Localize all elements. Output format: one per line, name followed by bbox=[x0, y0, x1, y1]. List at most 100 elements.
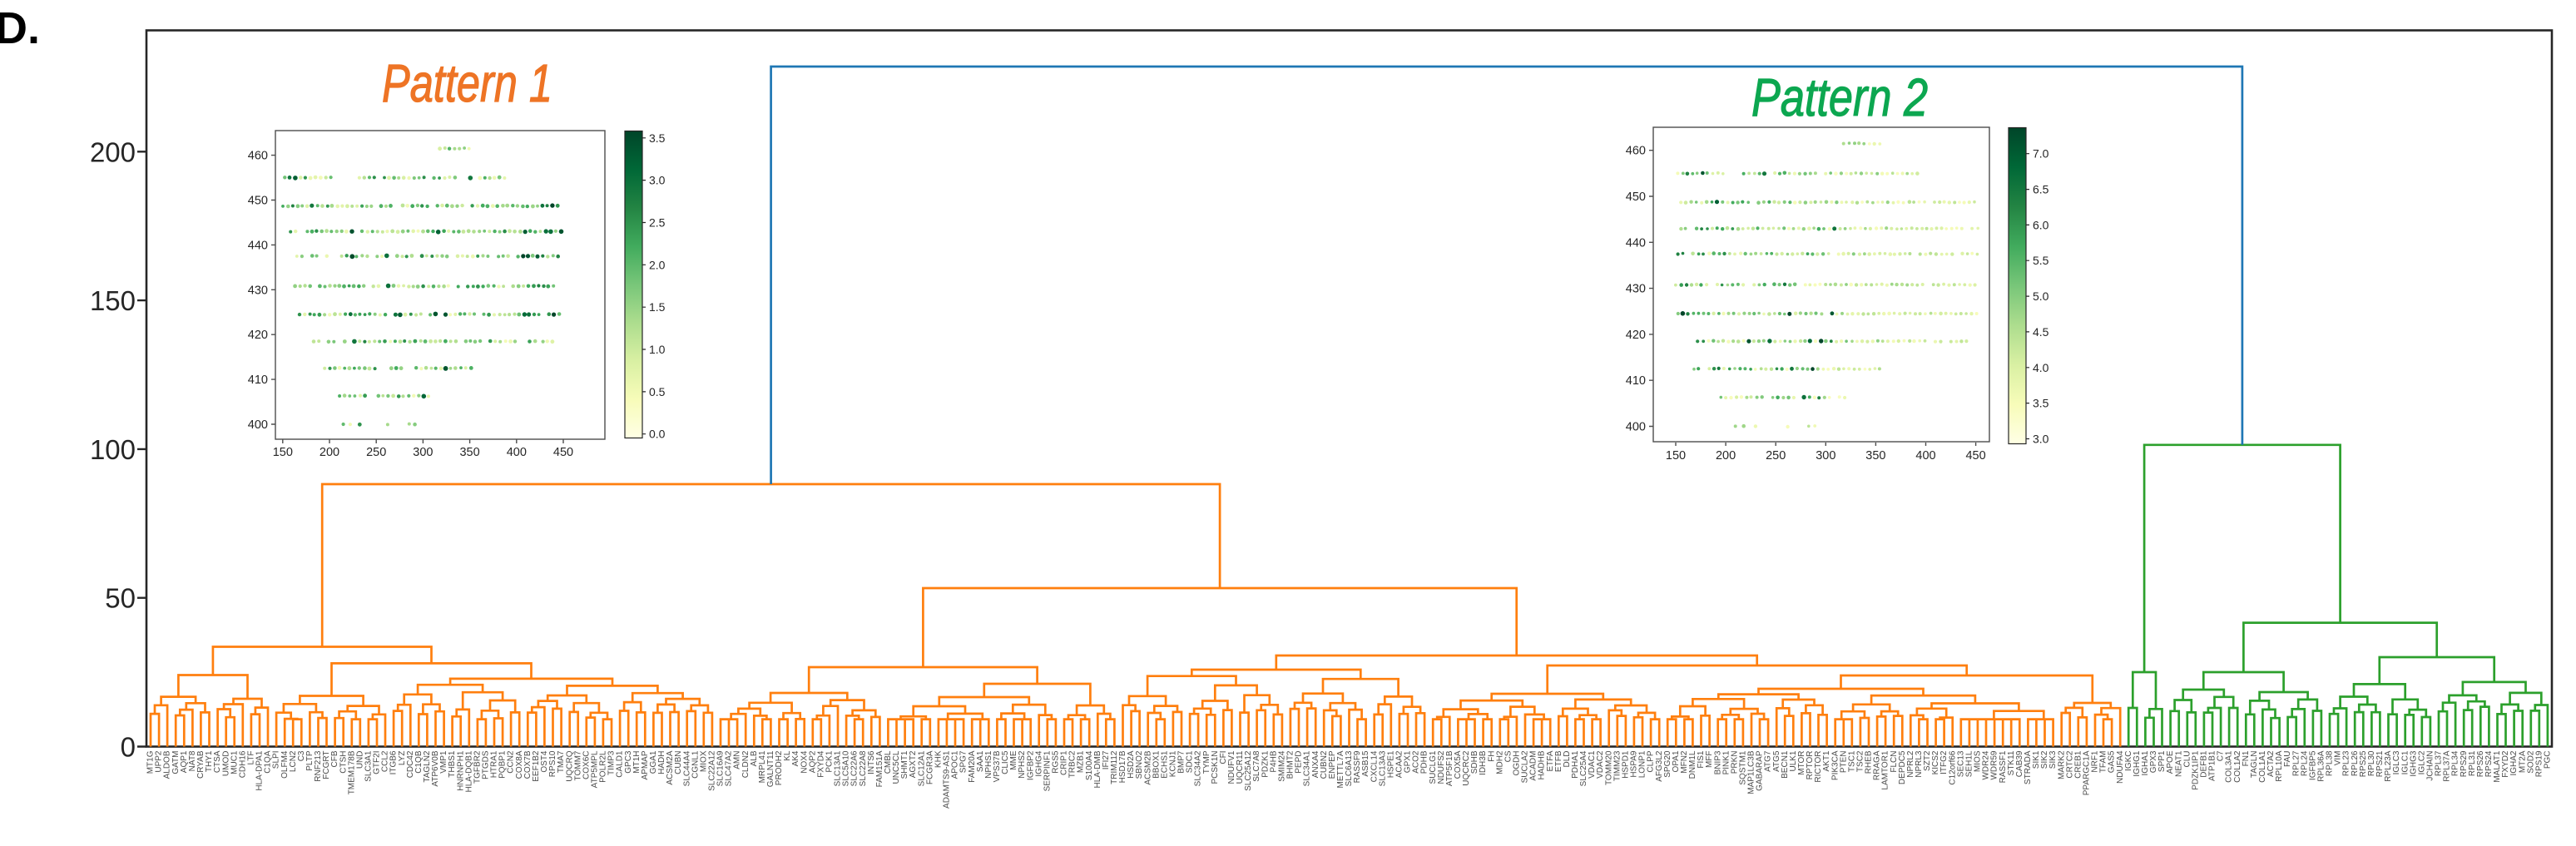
svg-text:AQP2: AQP2 bbox=[808, 750, 817, 773]
svg-text:D.: D. bbox=[0, 3, 40, 53]
svg-text:COL3A1: COL3A1 bbox=[2225, 750, 2234, 783]
svg-text:410: 410 bbox=[248, 374, 268, 387]
svg-text:RHEB: RHEB bbox=[1865, 750, 1874, 774]
svg-text:LYZ: LYZ bbox=[398, 751, 407, 766]
svg-text:ITFG2: ITFG2 bbox=[1939, 750, 1949, 774]
svg-text:SLC22A12: SLC22A12 bbox=[708, 750, 717, 791]
svg-text:PRKN: PRKN bbox=[1730, 751, 1739, 774]
svg-text:NPHS2: NPHS2 bbox=[1018, 750, 1027, 779]
svg-text:APOC1: APOC1 bbox=[951, 750, 960, 779]
svg-text:RPS21: RPS21 bbox=[2375, 750, 2385, 777]
svg-text:KCNJ1: KCNJ1 bbox=[1169, 750, 1178, 777]
svg-text:THY1: THY1 bbox=[205, 750, 214, 772]
svg-text:FAU: FAU bbox=[2283, 751, 2292, 767]
svg-text:CLDN2: CLDN2 bbox=[741, 750, 751, 778]
svg-text:ATG7: ATG7 bbox=[1764, 750, 1773, 772]
svg-text:CRIP1: CRIP1 bbox=[1060, 750, 1069, 775]
svg-text:450: 450 bbox=[248, 195, 268, 208]
svg-text:BMP7: BMP7 bbox=[1177, 750, 1186, 774]
svg-text:RPS26: RPS26 bbox=[2476, 750, 2485, 777]
svg-text:IGLC1: IGLC1 bbox=[2400, 750, 2410, 774]
svg-text:GGA1: GGA1 bbox=[649, 750, 658, 774]
svg-text:OST4: OST4 bbox=[540, 750, 549, 773]
svg-text:CGNL1: CGNL1 bbox=[691, 750, 700, 779]
svg-text:6.0: 6.0 bbox=[2033, 218, 2049, 231]
svg-text:SLC34A2: SLC34A2 bbox=[1194, 750, 1203, 786]
svg-text:400: 400 bbox=[248, 418, 268, 432]
svg-text:TAGLN2: TAGLN2 bbox=[423, 750, 432, 783]
svg-text:TIMM23: TIMM23 bbox=[1612, 750, 1622, 781]
svg-text:RPL36A: RPL36A bbox=[2317, 750, 2326, 782]
svg-text:RPL24: RPL24 bbox=[2300, 750, 2309, 776]
svg-text:IGHA2: IGHA2 bbox=[2509, 750, 2519, 775]
svg-text:PLTP: PLTP bbox=[305, 750, 315, 771]
svg-text:UNC5CL: UNC5CL bbox=[892, 750, 901, 784]
svg-text:RPL37: RPL37 bbox=[2435, 750, 2444, 776]
svg-text:PDHB: PDHB bbox=[1420, 750, 1429, 774]
svg-text:METTL7A: METTL7A bbox=[1336, 750, 1345, 788]
svg-text:RPL38: RPL38 bbox=[2326, 750, 2335, 776]
svg-text:LCN2: LCN2 bbox=[289, 750, 298, 772]
svg-text:450: 450 bbox=[1965, 449, 1985, 463]
svg-text:CLPP: CLPP bbox=[1647, 750, 1656, 772]
svg-text:ACSM2A: ACSM2A bbox=[666, 750, 675, 784]
svg-text:BBOX1: BBOX1 bbox=[1152, 750, 1161, 779]
svg-text:DNM1L: DNM1L bbox=[1688, 750, 1697, 779]
svg-text:PCSK1N: PCSK1N bbox=[1211, 751, 1220, 784]
svg-text:UQCRC2: UQCRC2 bbox=[1462, 750, 1471, 786]
svg-text:VIM: VIM bbox=[2334, 751, 2343, 766]
svg-text:HADHB: HADHB bbox=[1538, 750, 1547, 779]
svg-text:SEH1L: SEH1L bbox=[1965, 750, 1974, 777]
svg-text:0.5: 0.5 bbox=[649, 385, 666, 398]
svg-text:MRPL41: MRPL41 bbox=[758, 750, 767, 783]
svg-text:3.5: 3.5 bbox=[2033, 397, 2049, 410]
svg-text:ANXA4: ANXA4 bbox=[1311, 750, 1320, 778]
svg-text:NEAT1: NEAT1 bbox=[2174, 750, 2183, 777]
svg-text:AFG3L2: AFG3L2 bbox=[1655, 750, 1664, 782]
svg-text:MFN2: MFN2 bbox=[1680, 750, 1689, 774]
svg-text:PQBP1: PQBP1 bbox=[498, 750, 508, 779]
svg-text:CFB: CFB bbox=[330, 750, 339, 767]
svg-text:THBS1: THBS1 bbox=[448, 750, 457, 778]
svg-text:ATP6V0B: ATP6V0B bbox=[431, 750, 440, 786]
svg-text:VDAC1: VDAC1 bbox=[1588, 750, 1597, 779]
svg-text:SLC6A13: SLC6A13 bbox=[1345, 750, 1354, 786]
svg-text:GAS5: GAS5 bbox=[2108, 750, 2117, 773]
svg-text:DLD: DLD bbox=[1563, 751, 1572, 768]
svg-text:NDUFS2: NDUFS2 bbox=[1437, 750, 1446, 784]
svg-text:CDH16: CDH16 bbox=[238, 750, 247, 778]
svg-text:350: 350 bbox=[459, 446, 479, 459]
svg-text:AK4: AK4 bbox=[791, 750, 800, 766]
svg-text:IGFBP5: IGFBP5 bbox=[2309, 750, 2318, 780]
svg-text:RPS29: RPS29 bbox=[2460, 750, 2469, 777]
svg-text:5.0: 5.0 bbox=[2033, 289, 2049, 303]
svg-text:TMA7: TMA7 bbox=[557, 750, 566, 773]
svg-text:200: 200 bbox=[1716, 449, 1736, 463]
svg-text:S100A4: S100A4 bbox=[1085, 750, 1094, 780]
svg-text:ALDOB: ALDOB bbox=[163, 750, 172, 779]
svg-text:5.5: 5.5 bbox=[2033, 254, 2049, 267]
svg-text:SIK1: SIK1 bbox=[2032, 750, 2041, 769]
svg-text:GPX1: GPX1 bbox=[1404, 750, 1413, 773]
svg-text:CRYAB: CRYAB bbox=[196, 750, 206, 779]
svg-text:0: 0 bbox=[121, 732, 136, 763]
svg-text:RPL37A: RPL37A bbox=[2443, 750, 2452, 782]
svg-text:CRTC2: CRTC2 bbox=[2065, 750, 2074, 779]
svg-text:3.0: 3.0 bbox=[649, 174, 666, 187]
svg-text:KL: KL bbox=[783, 750, 792, 761]
svg-text:MTOR: MTOR bbox=[1797, 751, 1806, 775]
svg-text:MAP1LC3B: MAP1LC3B bbox=[1747, 750, 1756, 794]
svg-text:HSPD1: HSPD1 bbox=[1622, 750, 1631, 779]
svg-text:HSD17B: HSD17B bbox=[1118, 750, 1127, 783]
svg-text:400: 400 bbox=[1915, 449, 1935, 463]
svg-text:PTGDS: PTGDS bbox=[482, 750, 491, 779]
svg-text:HNRNPH1: HNRNPH1 bbox=[456, 750, 465, 791]
svg-text:300: 300 bbox=[1816, 449, 1835, 463]
svg-text:SDHB: SDHB bbox=[1470, 750, 1479, 774]
svg-text:ATP5F1B: ATP5F1B bbox=[1445, 750, 1454, 786]
svg-text:RPL10A: RPL10A bbox=[2275, 750, 2284, 782]
svg-text:LTF: LTF bbox=[247, 751, 256, 765]
svg-text:KHK: KHK bbox=[934, 750, 944, 768]
svg-text:420: 420 bbox=[248, 329, 268, 342]
svg-text:SLC13A3: SLC13A3 bbox=[1378, 750, 1387, 786]
